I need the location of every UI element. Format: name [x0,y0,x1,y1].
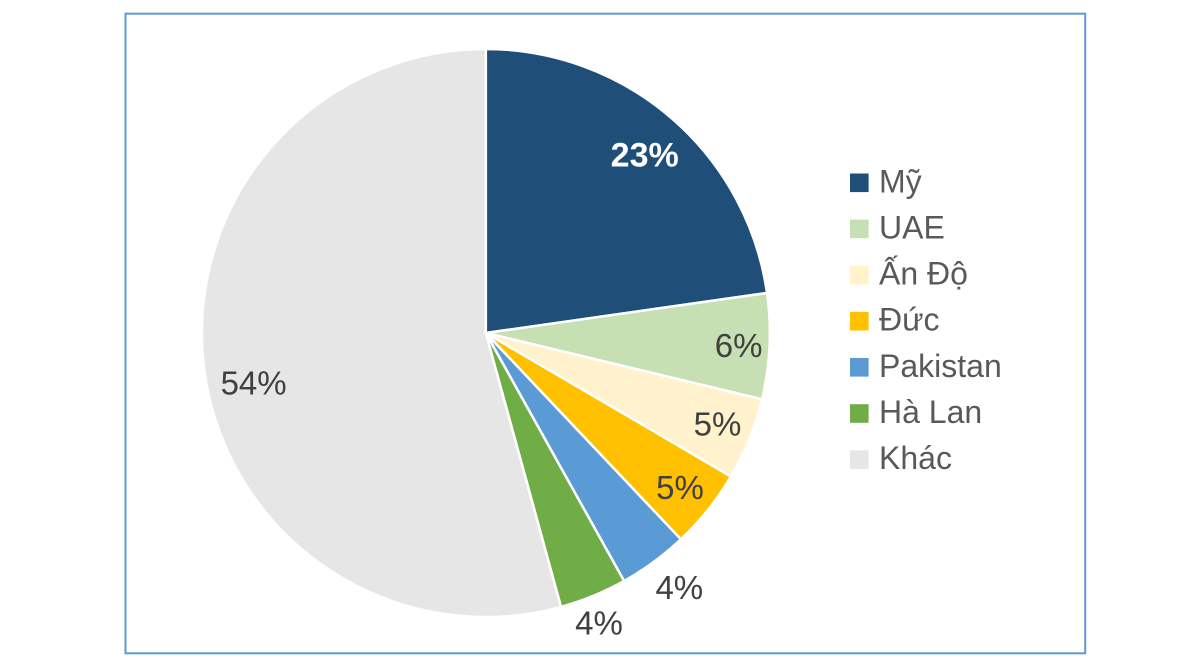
svg-text:Khác: Khác [879,440,952,476]
svg-text:Đức: Đức [879,302,940,338]
svg-text:5%: 5% [694,405,742,442]
svg-text:6%: 6% [715,327,763,364]
svg-text:Hà Lan: Hà Lan [879,394,982,430]
svg-text:4%: 4% [655,569,703,606]
svg-text:5%: 5% [656,469,704,506]
svg-text:Mỹ: Mỹ [879,163,922,199]
svg-text:Ấn Độ: Ấn Độ [879,256,968,292]
svg-text:4%: 4% [575,604,623,641]
svg-text:54%: 54% [221,364,287,401]
svg-text:UAE: UAE [879,209,945,245]
svg-text:23%: 23% [611,136,679,174]
svg-text:Pakistan: Pakistan [879,348,1002,384]
